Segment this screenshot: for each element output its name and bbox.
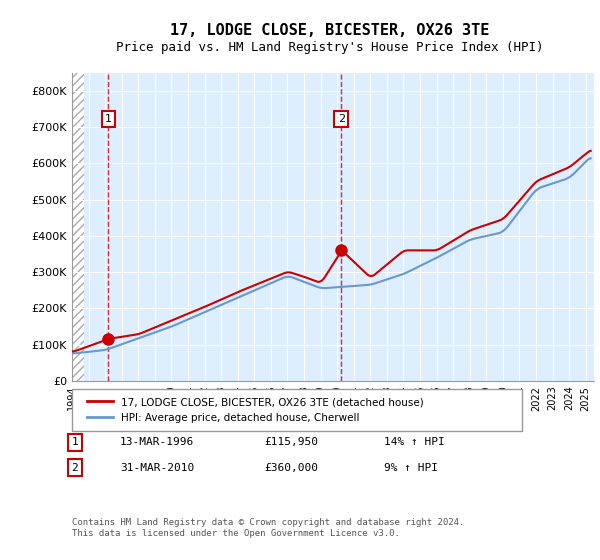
Text: 1: 1 xyxy=(105,114,112,124)
Text: 9% ↑ HPI: 9% ↑ HPI xyxy=(384,463,438,473)
Text: Price paid vs. HM Land Registry's House Price Index (HPI): Price paid vs. HM Land Registry's House … xyxy=(116,41,544,54)
Text: 1: 1 xyxy=(71,437,79,447)
Text: £115,950: £115,950 xyxy=(264,437,318,447)
FancyBboxPatch shape xyxy=(72,389,522,431)
Text: 2: 2 xyxy=(338,114,345,124)
Text: 2: 2 xyxy=(71,463,79,473)
Text: £360,000: £360,000 xyxy=(264,463,318,473)
Text: 31-MAR-2010: 31-MAR-2010 xyxy=(120,463,194,473)
Legend: 17, LODGE CLOSE, BICESTER, OX26 3TE (detached house), HPI: Average price, detach: 17, LODGE CLOSE, BICESTER, OX26 3TE (det… xyxy=(82,392,429,428)
Text: Contains HM Land Registry data © Crown copyright and database right 2024.
This d: Contains HM Land Registry data © Crown c… xyxy=(72,518,464,538)
Text: 14% ↑ HPI: 14% ↑ HPI xyxy=(384,437,445,447)
Text: 13-MAR-1996: 13-MAR-1996 xyxy=(120,437,194,447)
Text: 17, LODGE CLOSE, BICESTER, OX26 3TE: 17, LODGE CLOSE, BICESTER, OX26 3TE xyxy=(170,24,490,38)
